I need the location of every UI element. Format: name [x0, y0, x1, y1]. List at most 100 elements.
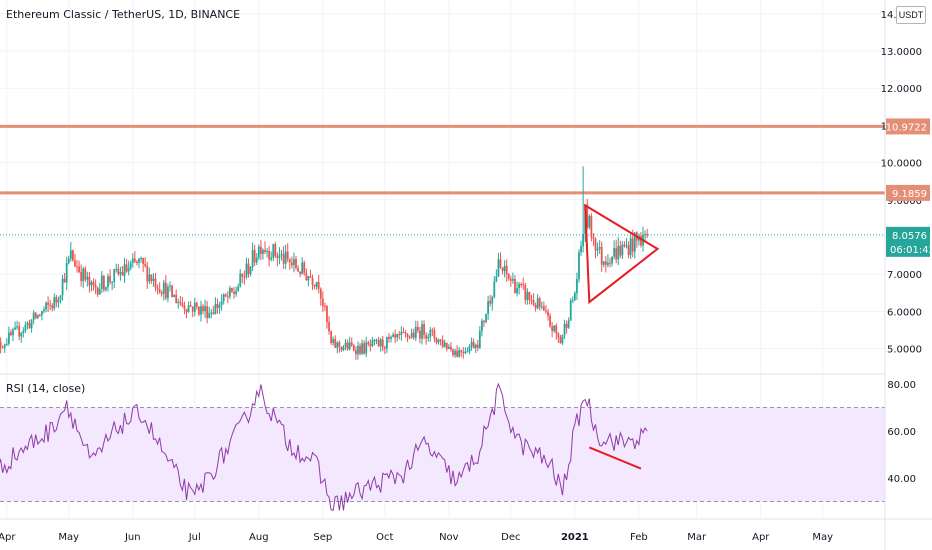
time-tick-label: Sep	[313, 532, 332, 543]
candle-body	[390, 336, 392, 339]
currency-button[interactable]: USDT	[896, 6, 926, 24]
candle-body	[45, 302, 47, 310]
candle-body	[148, 274, 151, 282]
rsi-trendline-drawing[interactable]	[588, 446, 642, 470]
candle-body	[61, 278, 64, 296]
candle-body	[183, 305, 186, 310]
candle-body	[493, 281, 496, 297]
candle-body	[208, 312, 211, 319]
resistance-levels[interactable]	[0, 124, 885, 195]
candle-body	[140, 257, 142, 259]
candle-body	[452, 349, 454, 356]
candle-body	[12, 329, 14, 336]
candle-body	[524, 285, 527, 300]
candle-body	[255, 257, 258, 263]
candle-body	[555, 325, 558, 334]
candle-body	[522, 284, 525, 286]
candle-body	[503, 265, 506, 271]
candle-body	[419, 330, 421, 339]
price-axis[interactable]: 14.000013.000012.000011.000010.00009.000…	[881, 10, 922, 356]
rsi-axis[interactable]: 80.00 60.00 40.00	[887, 380, 916, 485]
candle-body	[20, 333, 23, 337]
candle-body	[266, 251, 268, 253]
candle-body	[167, 286, 169, 299]
candle-body	[280, 254, 283, 256]
candle-body	[373, 340, 376, 342]
candle-body	[41, 311, 43, 316]
candle-body	[288, 258, 291, 263]
candle-body	[394, 334, 397, 338]
candle-body	[439, 339, 442, 341]
candle-body	[646, 234, 649, 236]
candle-body	[427, 336, 430, 339]
time-tick-label: Feb	[630, 532, 648, 543]
candle-body	[119, 272, 122, 275]
symmetrical-triangle-drawing[interactable]	[584, 203, 660, 305]
candle-body	[551, 326, 554, 331]
candle-body	[158, 289, 161, 293]
candle-body	[111, 281, 114, 283]
candle-body	[65, 263, 68, 283]
candle-body	[363, 343, 366, 354]
candle-body	[239, 273, 242, 287]
candle-body	[237, 286, 240, 292]
candle-body	[311, 277, 314, 285]
candle-body	[274, 244, 277, 257]
candle-body	[160, 292, 163, 294]
rsi-band	[0, 407, 885, 502]
candle-body	[249, 266, 252, 274]
candle-body	[228, 287, 231, 297]
candle-body	[423, 324, 425, 335]
candle-body	[107, 276, 109, 288]
candle-body	[429, 329, 432, 337]
time-tick-label: Nov	[439, 532, 459, 543]
candle-body	[609, 262, 611, 264]
candle-body	[290, 262, 293, 266]
candle-body	[602, 261, 605, 265]
candle-body	[466, 351, 469, 353]
candle-body	[181, 302, 184, 306]
candle-body	[489, 301, 492, 304]
candle-body	[0, 342, 2, 348]
candle-body	[516, 288, 518, 294]
candle-body	[571, 300, 574, 302]
price-axis-labels: 10.9722 9.1859 8.0576 06:01:42	[886, 118, 932, 257]
candle-body	[617, 245, 620, 260]
candle-body	[115, 268, 118, 270]
candle-body	[177, 301, 180, 304]
candle-body	[365, 342, 368, 354]
candle-body	[131, 258, 134, 264]
candle-body	[193, 302, 196, 312]
candle-body	[264, 250, 266, 252]
candle-body	[545, 310, 547, 312]
candle-body	[396, 334, 399, 338]
candle-body	[26, 323, 29, 325]
candle-body	[80, 271, 83, 282]
candle-body	[152, 278, 155, 281]
rsi-tick-label: 60.00	[887, 427, 916, 438]
candle-body	[507, 274, 510, 279]
candle-body	[247, 263, 250, 274]
candle-body	[435, 338, 438, 343]
candle-body	[604, 261, 607, 265]
candle-body	[336, 342, 339, 348]
candle-body	[565, 323, 568, 328]
candle-body	[200, 306, 202, 315]
price-tick-label: 9.0000	[887, 196, 922, 207]
candle-body	[67, 258, 70, 264]
time-tick-label: 2021	[561, 532, 589, 543]
candle-body	[375, 339, 378, 341]
candle-body	[191, 306, 194, 312]
candle-body	[526, 291, 529, 300]
candle-body	[127, 268, 130, 272]
candle-body	[7, 332, 10, 344]
candle-body	[22, 330, 25, 334]
candle-body	[136, 261, 138, 263]
time-axis[interactable]: Apr May Jun Jul Aug Sep Oct Nov Dec 2021 Feb Mar Apr…	[0, 532, 833, 543]
candle-body	[412, 332, 415, 338]
candle-body	[49, 305, 52, 307]
candle-body	[257, 246, 260, 258]
resistance-price-label-bg	[886, 184, 930, 201]
time-tick-label: Apr	[752, 532, 770, 543]
